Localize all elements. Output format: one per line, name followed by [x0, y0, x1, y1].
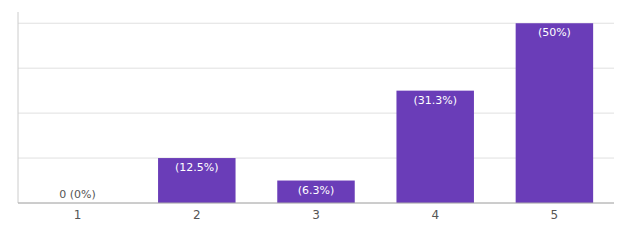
bar-label: (12.5%)	[175, 161, 219, 174]
chart-svg: 1 2 3 4 5 0 (0%) (12.5%) (6.3%) (31.3%) (50%)	[0, 0, 626, 229]
x-axis-line	[18, 203, 614, 204]
bar	[516, 23, 593, 203]
x-tick-label: 5	[551, 208, 559, 222]
y-axis-line	[18, 12, 19, 203]
chart: 1 2 3 4 5 0 (0%) (12.5%) (6.3%) (31.3%) (50%)	[0, 0, 626, 229]
bar	[158, 158, 235, 203]
bar	[396, 91, 473, 203]
bar-label: (50%)	[538, 26, 571, 39]
bar	[277, 181, 354, 203]
grid-line	[18, 203, 614, 204]
bars	[158, 23, 593, 203]
x-tick-label: 1	[74, 208, 82, 222]
x-tick-label: 2	[193, 208, 201, 222]
bar-label: (31.3%)	[413, 94, 457, 107]
bar-label: (6.3%)	[298, 184, 335, 197]
bar-label: 0 (0%)	[59, 188, 96, 201]
x-tick-label: 4	[431, 208, 439, 222]
x-tick-label: 3	[312, 208, 320, 222]
grid	[18, 23, 614, 203]
